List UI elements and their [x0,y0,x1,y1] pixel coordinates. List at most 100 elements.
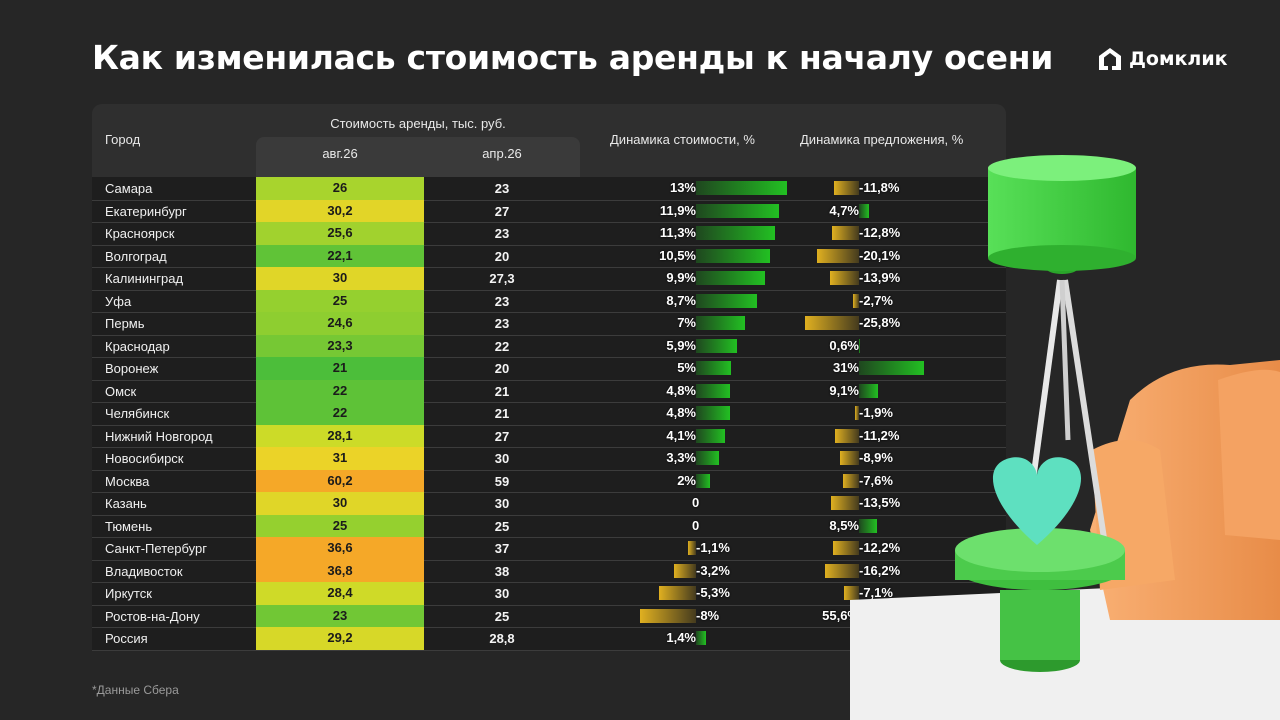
supply-change-label: -25,8% [859,315,901,330]
price-change-bar [696,316,745,330]
row-divider [92,447,1006,448]
row-divider [92,627,1006,628]
apr-cell: 20 [494,361,510,376]
header-supply-change: Динамика предложения, % [800,132,964,147]
aug-cell: 60,2 [256,469,424,492]
city-cell: Калининград [105,271,184,286]
apr-cell: 23 [494,316,510,331]
header-apr: апр.26 [482,146,522,161]
row-divider [92,199,1006,201]
apr-cell: 30 [494,496,510,511]
footnote: *Данные Сбера [92,683,179,697]
aug-cell: 36,6 [256,537,424,560]
row-divider [92,267,1006,268]
aug-cell: 22 [256,379,424,402]
price-change-bar [673,563,696,578]
city-cell: Иркутск [105,586,152,601]
price-change-bar [696,181,787,195]
supply-change-label: -7,6% [859,472,893,488]
aug-cell: 23,3 [256,334,424,357]
header-aug: авг.26 [322,146,358,161]
row-divider [92,402,1006,403]
aug-cell: 21 [256,357,424,380]
city-cell: Нижний Новгород [105,428,213,444]
supply-change-bar [829,271,859,285]
price-change-label: -5,3% [696,585,730,600]
row-divider [92,604,1006,606]
city-cell: Новосибирск [105,451,184,466]
supply-change-label: -12,2% [859,540,901,555]
supply-change-bar [843,473,859,488]
row-divider [92,424,1006,426]
aug-cell: 26 [256,177,424,200]
city-cell: Самара [105,181,153,196]
supply-change-bar [834,181,859,195]
supply-change-bar [853,293,859,308]
price-change-bar [696,383,730,398]
apr-cell: 59 [494,473,510,489]
supply-change-label: -13,9% [859,270,901,285]
price-change-bar [696,248,770,263]
row-divider [92,582,1006,583]
city-cell: Воронеж [105,361,159,376]
aug-cell: 25 [256,289,424,312]
aug-cell: 25 [256,514,424,537]
city-cell: Уфа [105,293,132,309]
supply-change-label: -12,8% [859,225,901,240]
apr-cell: 22 [494,338,510,354]
supply-change-label: -13,5% [859,495,901,510]
aug-cell: 28,1 [256,424,424,447]
supply-change-bar [833,541,859,555]
aug-cell: 24,6 [256,312,424,335]
supply-change-label: -20,1% [859,247,901,263]
apr-cell: 27 [494,203,510,219]
aug-cell: 23 [256,604,424,627]
lamp-shade-shape [988,168,1136,258]
apr-cell: 20 [494,248,510,264]
city-cell: Красноярск [105,226,175,241]
apr-cell: 23 [494,226,510,241]
aug-cell: 22,1 [256,244,424,267]
page-title: Как изменилась стоимость аренды к началу… [92,38,1054,77]
price-change-label: -1,1% [696,540,730,555]
price-change-bar [696,428,725,443]
supply-change-label: -1,9% [859,405,893,420]
supply-change-label: -11,8% [859,180,900,195]
price-change-bar [696,406,730,420]
city-cell: Россия [105,631,148,646]
apr-cell: 23 [494,293,510,309]
city-cell: Волгоград [105,248,167,264]
apr-cell: 23 [494,181,510,196]
row-divider [92,289,1006,291]
city-cell: Омск [105,383,137,399]
apr-cell: 30 [494,451,510,466]
price-change-bar [640,608,696,623]
city-cell: Тюмень [105,518,153,534]
price-change-label: 0 [692,517,700,533]
supply-change-bar [832,226,859,240]
row-divider [92,244,1006,246]
price-change-bar [696,473,710,488]
supply-change-bar [840,451,859,465]
supply-change-label: -16,2% [859,562,901,578]
supply-change-bar [859,338,861,353]
apr-cell: 38 [494,563,510,579]
city-cell: Екатеринбург [105,203,187,219]
supply-change-bar [859,361,925,375]
rent-table: Город Стоимость аренды, тыс. руб. авг.26… [92,104,1006,651]
city-cell: Ростов-на-Дону [105,608,200,624]
price-change-bar [696,338,738,353]
aug-cell: 30,2 [256,199,424,222]
row-divider [92,559,1006,561]
aug-cell: 30 [256,492,424,515]
price-change-bar [658,586,696,600]
supply-change-label: -8,9% [859,450,893,465]
supply-change-bar [804,316,859,330]
supply-change-bar [835,428,859,443]
row-divider [92,312,1006,313]
aug-cell: 31 [256,447,424,470]
row-divider [92,514,1006,516]
header-price-change: Динамика стоимости, % [610,132,755,147]
aug-cell: 30 [256,267,424,290]
price-change-label: -3,2% [696,562,730,578]
